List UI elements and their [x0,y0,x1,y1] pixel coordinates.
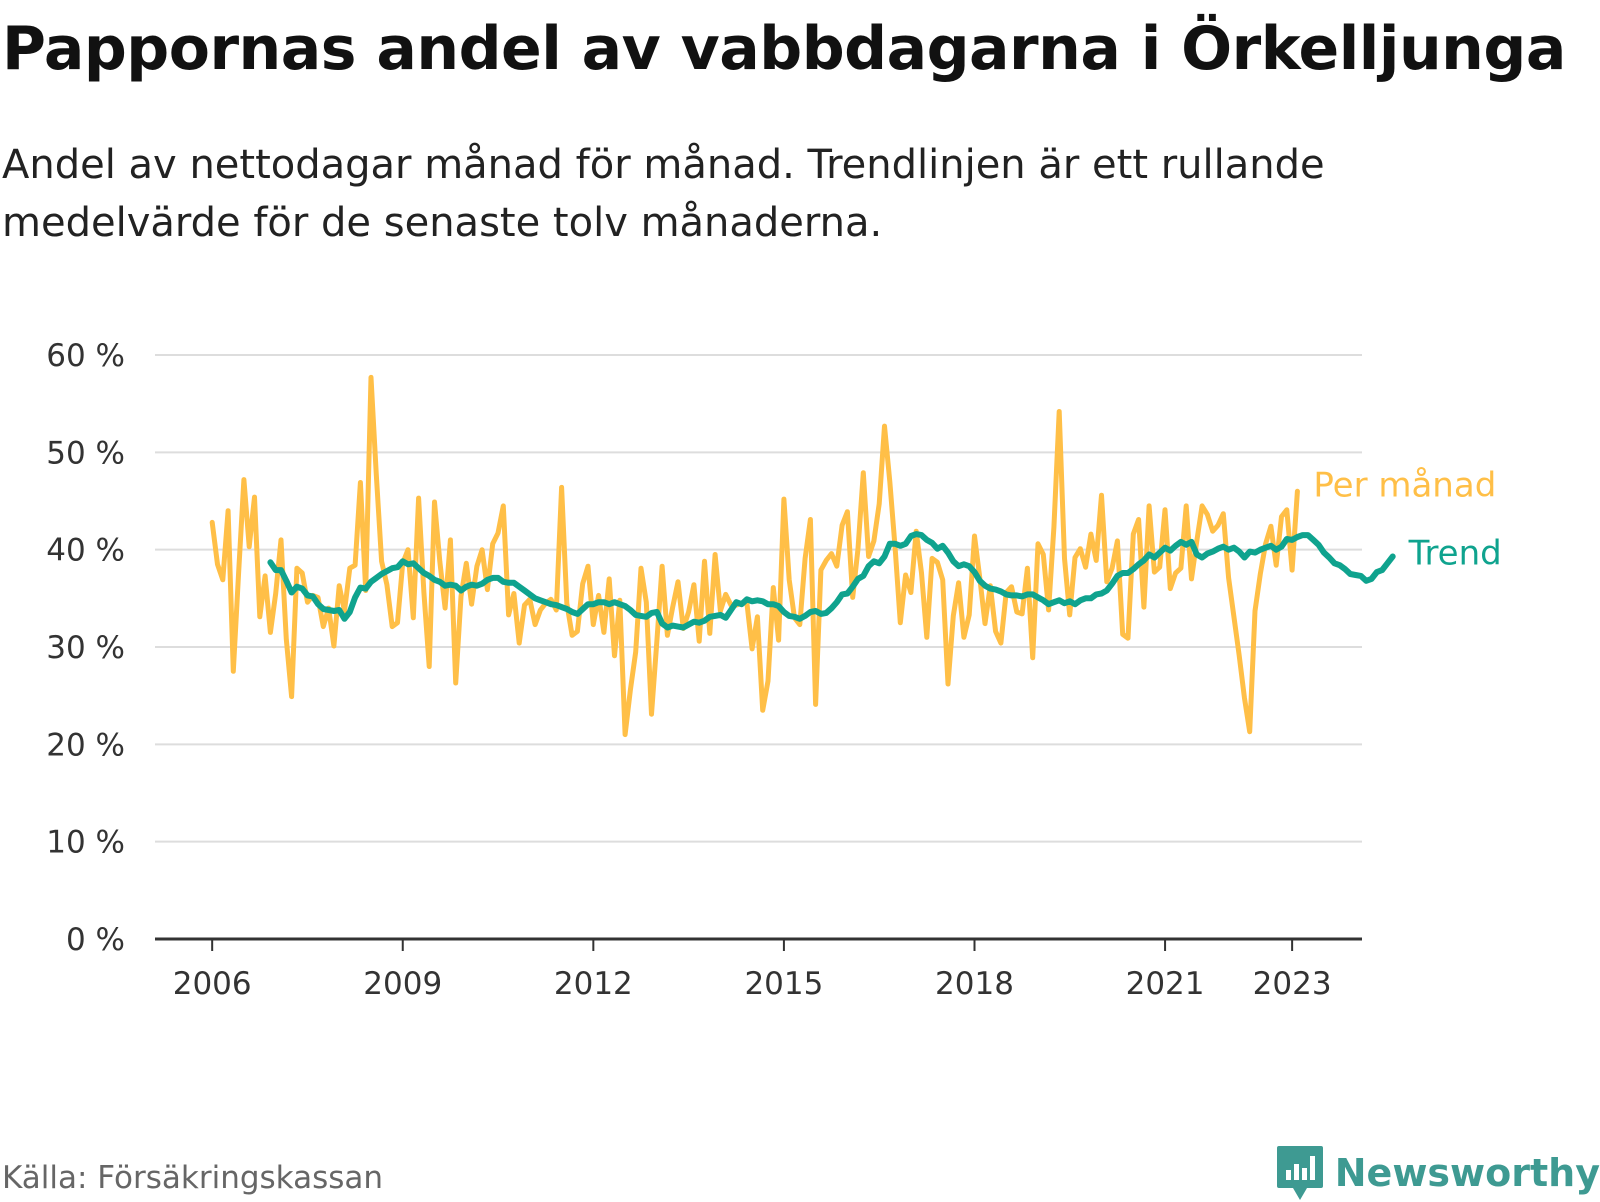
chart-title: Pappornas andel av vabbdagarna i Örkellj… [2,14,1566,84]
newsworthy-logo-icon [1276,1146,1323,1200]
x-tick-label: 2015 [744,966,823,1002]
source-note: Källa: Försäkringskassan [2,1160,384,1196]
monthly-series-line [209,374,1300,738]
x-tick-label: 2006 [173,966,252,1002]
x-axis: 2006 2009 2012 2015 2018 2021 2023 [155,937,1362,1002]
trend-series-line [267,531,1396,631]
y-tick-label: 10 % [46,825,125,861]
y-tick-label: 0 % [66,922,125,958]
brand-logo[interactable]: Newsworthy [1275,1144,1600,1202]
brand-name: Newsworthy [1334,1151,1600,1195]
x-tick-label: 2023 [1253,966,1332,1002]
x-tick-label: 2018 [935,966,1014,1002]
x-tick-label: 2012 [554,966,633,1002]
x-tick-label: 2009 [363,966,442,1002]
y-axis-ticks: 0 % 10 % 20 % 30 % 40 % 50 % 60 % [46,338,125,958]
y-tick-label: 60 % [46,338,125,374]
y-tick-label: 50 % [46,435,125,471]
series-labels: Per månad Trend [1313,465,1501,573]
x-tick-label: 2021 [1126,966,1205,1002]
y-tick-label: 30 % [46,630,125,666]
series-lines [209,374,1396,738]
y-tick-label: 40 % [46,533,125,569]
chart-subtitle: Andel av nettodagar månad för månad. Tre… [2,142,1325,246]
y-tick-label: 20 % [46,727,125,763]
series-label-per-manad: Per månad [1313,465,1496,505]
line-chart: 0 % 10 % 20 % 30 % 40 % 50 % 60 % 2006 2009 2012… [46,338,1502,1002]
series-label-trend: Trend [1408,533,1502,573]
